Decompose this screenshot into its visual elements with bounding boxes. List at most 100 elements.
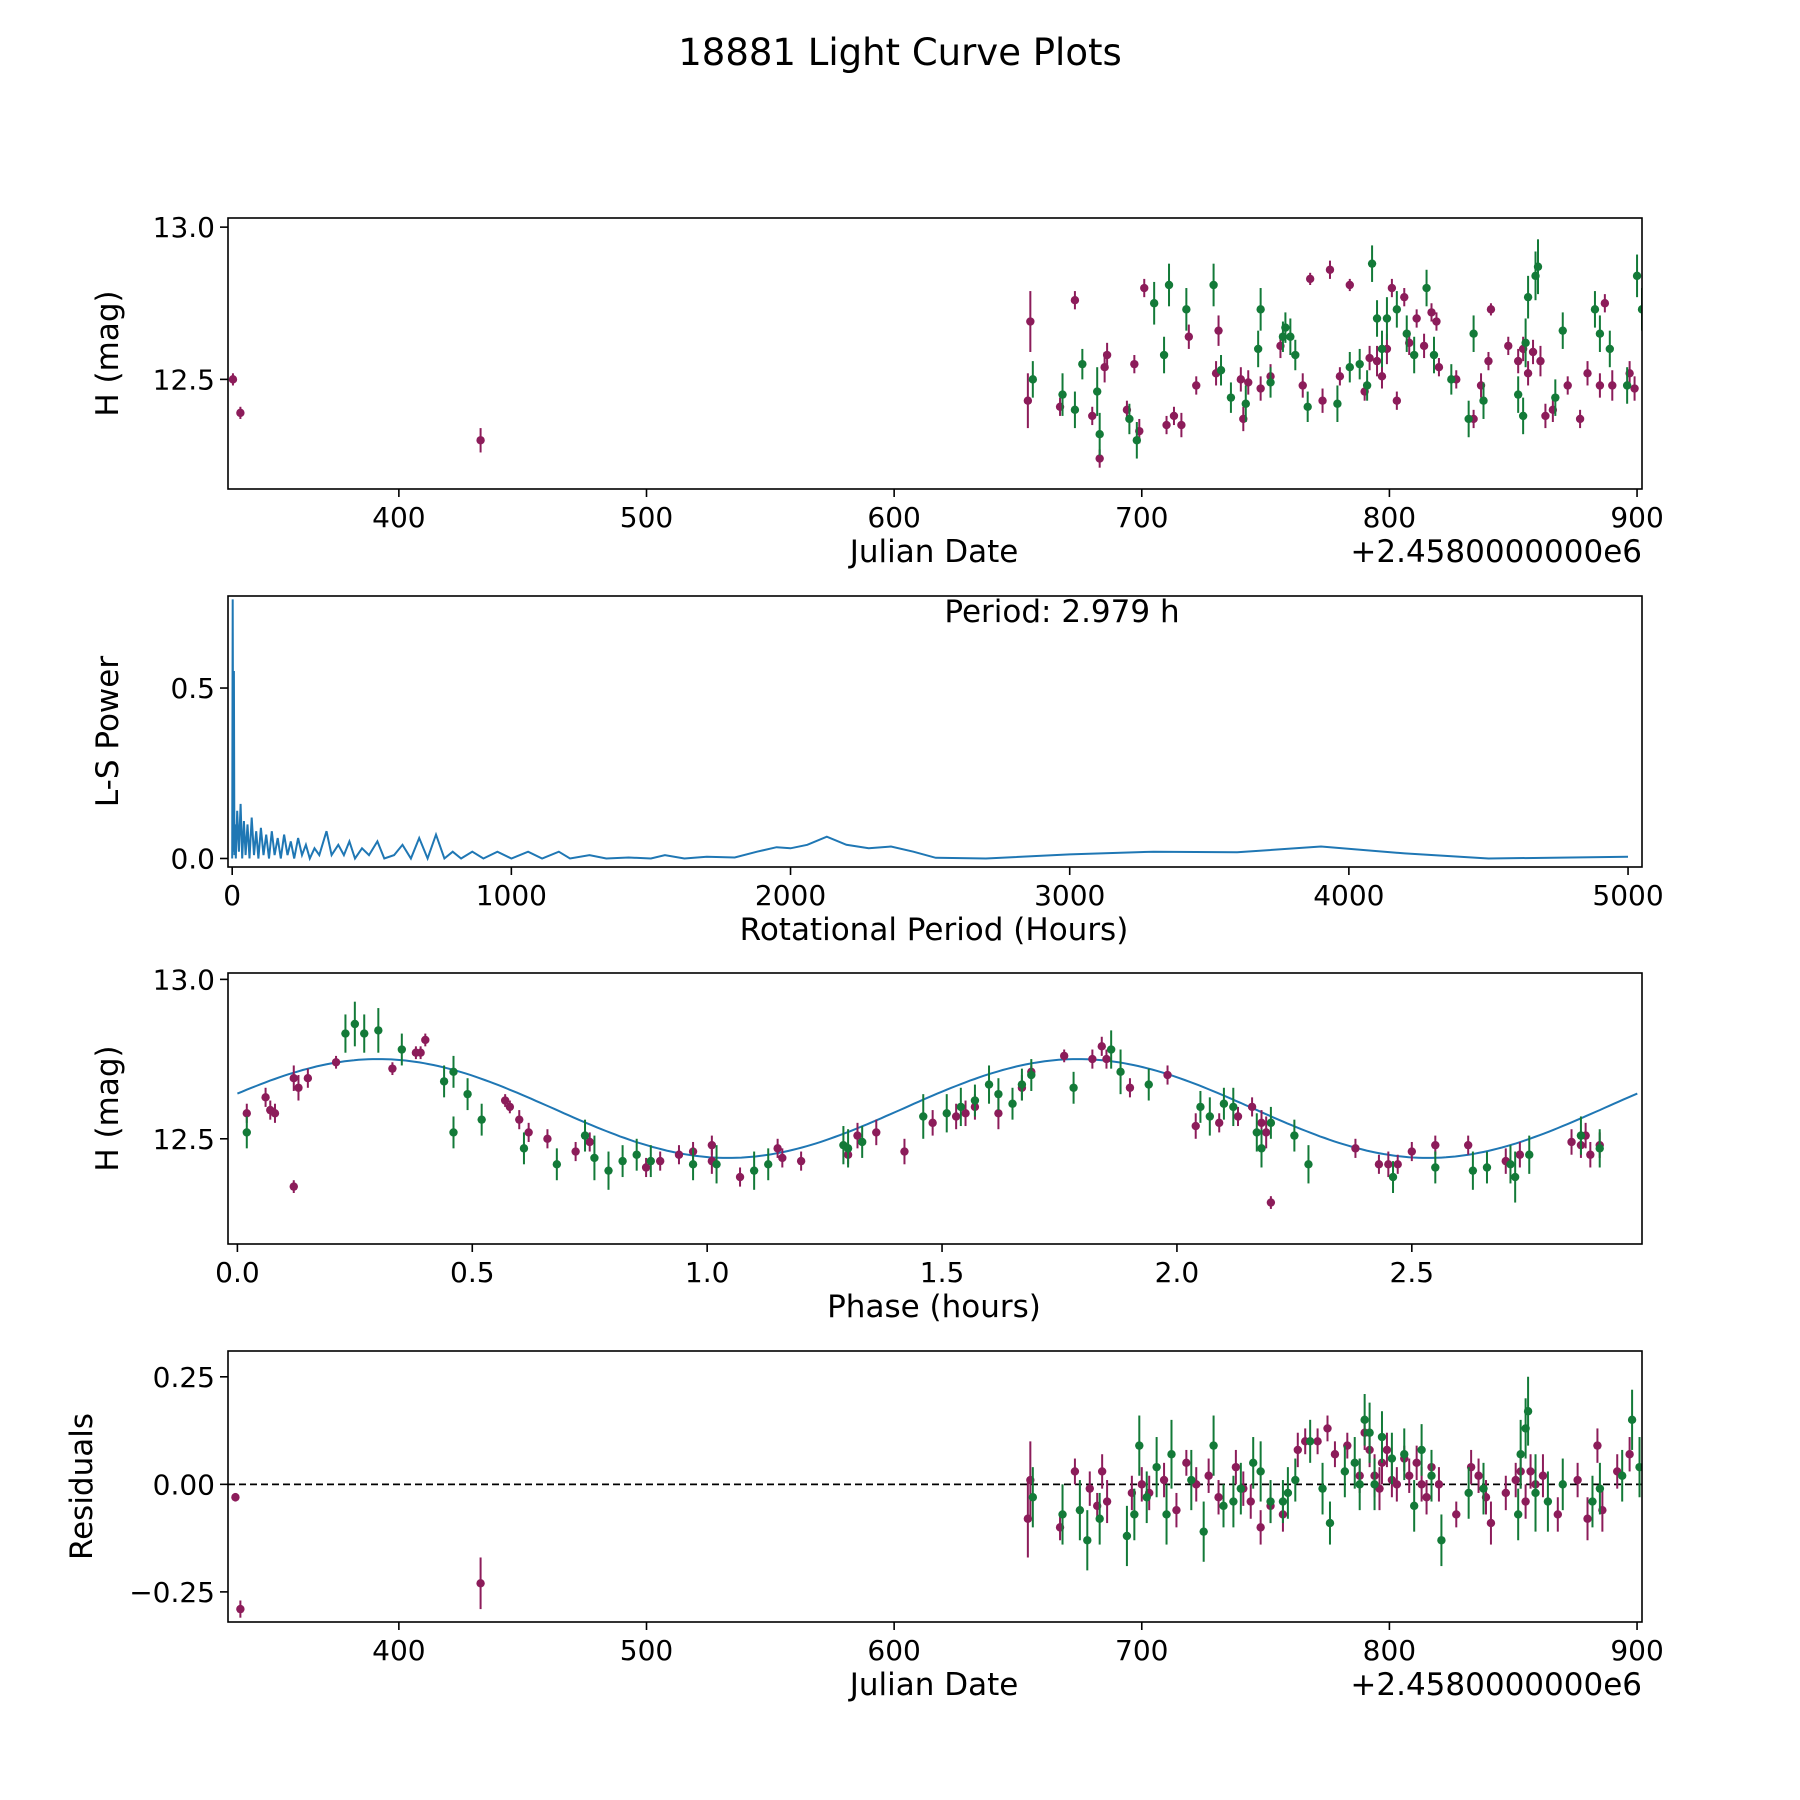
data-point: [1290, 1131, 1299, 1140]
data-point: [1226, 393, 1236, 402]
data-point: [1135, 1441, 1144, 1450]
data-point: [1059, 1051, 1069, 1061]
data-point: [1600, 299, 1610, 308]
data-point: [1528, 347, 1538, 357]
data-point: [1402, 329, 1411, 338]
data-point: [543, 1134, 552, 1143]
data-point: [1253, 344, 1263, 354]
series-l-s-power: [231, 599, 1629, 862]
data-point: [1256, 305, 1265, 314]
data-point: [1429, 350, 1439, 360]
data-point: [590, 1153, 599, 1163]
period-annotation: Period: 2.979 h: [944, 594, 1179, 630]
model-fit-curve: [237, 1058, 1638, 1159]
data-point: [1417, 1445, 1426, 1455]
data-point: [1590, 305, 1600, 314]
data-point: [646, 1156, 655, 1166]
data-point: [1365, 353, 1374, 363]
data-point: [1360, 1415, 1369, 1425]
data-point: [1511, 1475, 1520, 1485]
data-point: [1551, 393, 1560, 402]
data-point: [707, 1140, 717, 1150]
data-point: [1515, 1150, 1525, 1159]
x-tick-label: 800: [1363, 501, 1416, 534]
data-point: [1278, 1497, 1288, 1506]
data-point: [641, 1163, 651, 1172]
x-tick-label: 0.5: [450, 1256, 495, 1289]
data-point: [416, 1048, 425, 1057]
data-point: [1215, 1118, 1224, 1128]
data-point: [1431, 1163, 1440, 1172]
data-point: [1182, 1458, 1191, 1468]
data-point: [1355, 359, 1364, 369]
data-point: [1484, 356, 1493, 366]
data-point: [1367, 259, 1377, 268]
data-point: [749, 1166, 759, 1175]
data-point: [984, 1080, 994, 1089]
data-point: [341, 1029, 350, 1038]
periodogram-line: [231, 599, 1629, 862]
data-point: [1513, 356, 1523, 366]
data-point: [1595, 329, 1605, 338]
data-point: [1028, 375, 1038, 384]
data-point: [388, 1064, 397, 1073]
data-point: [1468, 1166, 1478, 1175]
data-point: [1149, 299, 1159, 308]
data-point: [1229, 1102, 1238, 1112]
data-point: [1365, 1428, 1374, 1437]
data-point: [1216, 366, 1226, 375]
data-point: [231, 1493, 240, 1502]
x-tick-label: 600: [867, 501, 920, 534]
x-tick-label: 2.5: [1390, 1256, 1435, 1289]
data-point: [1422, 283, 1431, 293]
data-point: [1637, 305, 1642, 314]
periodogram-plot-area: [231, 599, 1629, 862]
data-point: [1281, 323, 1290, 332]
data-point: [1070, 1467, 1080, 1476]
data-point: [476, 1579, 485, 1588]
axes-frame: [227, 972, 1643, 1245]
data-point: [919, 1112, 928, 1121]
data-point: [1214, 1493, 1223, 1502]
data-point: [674, 1150, 684, 1159]
x-tick-label: 0: [223, 879, 241, 912]
data-point: [764, 1160, 773, 1169]
data-point: [1192, 381, 1201, 390]
data-point: [655, 1156, 665, 1166]
data-point: [1419, 341, 1429, 351]
data-point: [632, 1150, 641, 1159]
series-band-green: [1028, 1376, 1642, 1571]
data-point: [1407, 1147, 1417, 1156]
data-point: [1345, 280, 1354, 290]
data-point: [1097, 1042, 1106, 1051]
data-point: [1533, 262, 1543, 271]
data-point: [1635, 1462, 1642, 1472]
data-point: [1387, 283, 1397, 293]
x-tick-label: 400: [372, 501, 425, 534]
data-point: [1588, 1497, 1597, 1506]
data-point: [1102, 1054, 1111, 1064]
data-point: [1191, 1121, 1200, 1131]
data-point: [1144, 1080, 1153, 1089]
axes-frame: [227, 595, 1643, 868]
data-point: [1102, 1497, 1112, 1506]
x-tick-label: 500: [620, 501, 673, 534]
data-point: [1058, 390, 1067, 399]
data-point: [1236, 375, 1246, 384]
y-tick-label: 0.0: [170, 842, 215, 875]
data-point: [397, 1045, 407, 1054]
data-point: [1583, 369, 1592, 378]
data-point: [1355, 1480, 1364, 1489]
x-axis-label: Julian Date: [848, 534, 1019, 570]
y-axis-label: H (mag): [90, 290, 126, 416]
data-point: [1464, 414, 1473, 424]
data-point: [1575, 414, 1585, 424]
data-point: [236, 408, 245, 418]
x-tick-label: 5000: [1592, 879, 1663, 912]
data-point: [350, 1019, 360, 1029]
data-point: [1526, 1467, 1535, 1476]
data-point: [1058, 1510, 1067, 1519]
x-offset-label: +2.4580000000e6: [1350, 1667, 1642, 1703]
data-point: [1469, 329, 1478, 338]
